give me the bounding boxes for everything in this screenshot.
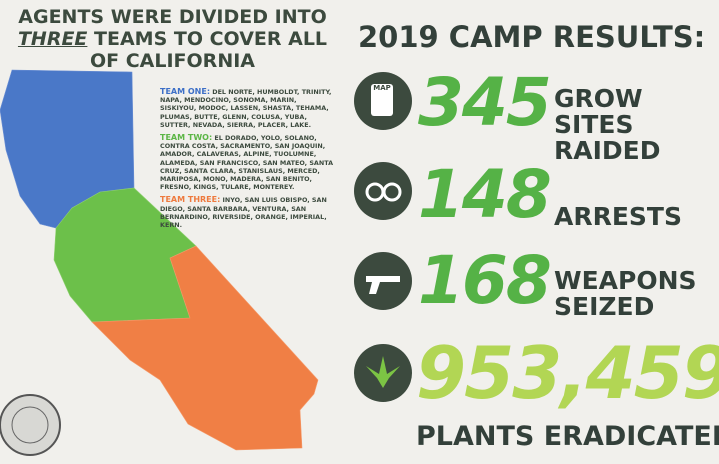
title-line: TEAMS TO COVER ALL [94, 28, 328, 50]
team-counties: INYO, SAN LUIS OBISPO, SAN DIEGO, SANTA … [160, 196, 327, 230]
stat-number: 148 [418, 156, 552, 233]
left-title: AGENTS WERE DIVIDED INTO THREE TEAMS TO … [10, 6, 335, 72]
icon-label: MAP [371, 84, 393, 116]
stat-label: WEAPONS SEIZED [554, 268, 697, 320]
title-emphasis: THREE [17, 28, 88, 50]
label-line: GROW SITES [554, 84, 643, 139]
team: TEAM ONE: DEL NORTE, HUMBOLDT, TRINITY, … [160, 87, 335, 129]
team: TEAM TWO: EL DORADO, YOLO, SOLANO, CONTR… [160, 133, 335, 192]
title-line: THREE TEAMS TO COVER ALL [10, 28, 335, 50]
seal [0, 394, 61, 456]
cannabis-icon [354, 344, 412, 402]
icon-art [365, 182, 402, 202]
stat-label: PLANTS ERADICATED [416, 421, 719, 452]
label-line: SEIZED [554, 292, 655, 321]
team-label: TEAM ONE: [160, 87, 211, 96]
stat-number: 953,459 [416, 331, 719, 415]
label-line: PLANTS ERADICATED [416, 421, 719, 452]
stat-label: GROW SITES RAIDED [554, 86, 719, 164]
team-label: TEAM TWO: [160, 133, 213, 143]
title-line: OF CALIFORNIA [89, 50, 255, 72]
label-line: WEAPONS [554, 266, 697, 295]
team-list: TEAM ONE: DEL NORTE, HUMBOLDT, TRINITY, … [160, 87, 335, 234]
team-label: TEAM THREE: [160, 195, 221, 205]
title-line: AGENTS WERE DIVIDED INTO [18, 6, 327, 28]
right-title: 2019 CAMP RESULTS: [358, 20, 706, 54]
team: TEAM THREE: INYO, SAN LUIS OBISPO, SAN D… [160, 196, 335, 229]
stat-label: ARRESTS [554, 204, 682, 230]
icon-art [366, 276, 400, 294]
stat-number: 345 [418, 64, 552, 141]
map-icon: MAP [354, 72, 412, 130]
gun-icon [354, 252, 412, 310]
seal-inner [11, 406, 49, 444]
california-map [0, 69, 319, 456]
handcuffs-icon [354, 162, 412, 220]
stat-number: 168 [418, 242, 552, 319]
icon-art [366, 356, 400, 388]
team-three-region [91, 245, 319, 451]
label-line: ARRESTS [554, 202, 682, 231]
label-line: RAIDED [554, 136, 661, 165]
team-counties: DEL NORTE, HUMBOLDT, TRINITY, NAPA, MEND… [160, 88, 332, 129]
team-counties: EL DORADO, YOLO, SOLANO, CONTRA COSTA, S… [160, 134, 334, 192]
